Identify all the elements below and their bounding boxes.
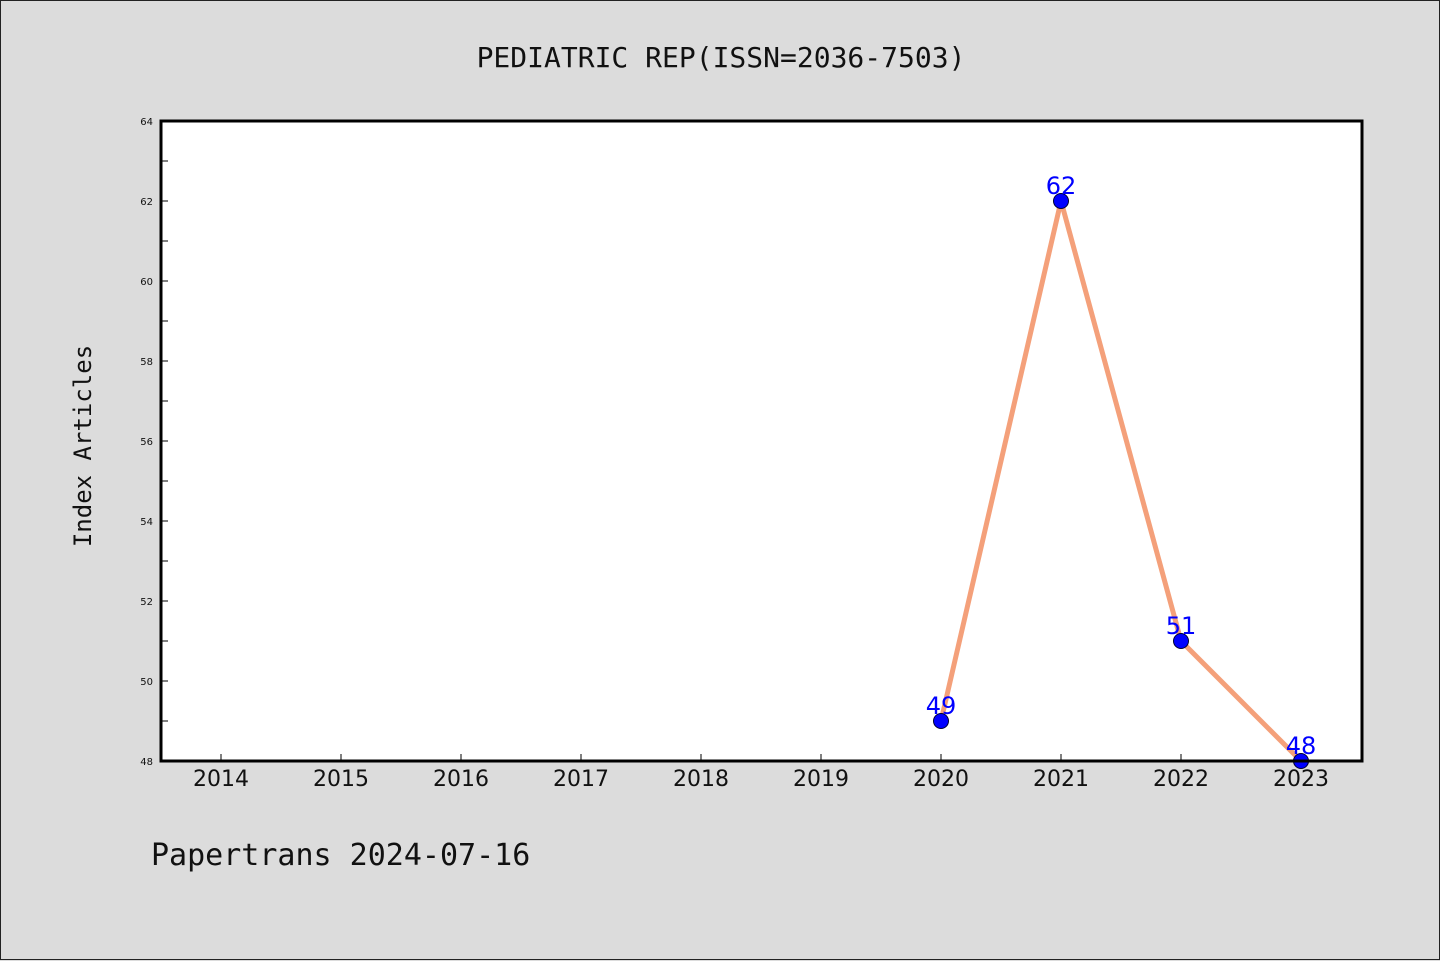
x-tick-label: 2022 (1153, 767, 1209, 792)
x-tick-label: 2016 (433, 767, 489, 792)
data-label: 51 (1166, 612, 1197, 640)
x-tick-label: 2021 (1033, 767, 1089, 792)
y-tick-label: 54 (140, 517, 153, 528)
x-axis-ticks: 2014 2015 2016 2017 2018 2019 2020 2021 2022 2023 (193, 754, 1329, 792)
y-tick-label: 62 (140, 197, 153, 208)
data-label: 48 (1286, 732, 1317, 760)
x-tick-label: 2015 (313, 767, 369, 792)
plot-area (161, 121, 1362, 761)
x-tick-label: 2020 (913, 767, 969, 792)
footer-text: Papertrans 2024-07-16 (151, 838, 530, 873)
y-tick-label: 64 (140, 117, 153, 128)
series-group: 49 62 51 48 (926, 172, 1317, 769)
x-tick-label: 2014 (193, 767, 249, 792)
plot-frame (159, 119, 1364, 763)
y-tick-label: 56 (140, 437, 153, 448)
x-tick-label: 2018 (673, 767, 729, 792)
y-axis-ticks: 48 50 52 54 56 58 60 62 64 (140, 117, 168, 768)
data-point-marker (933, 713, 949, 729)
data-point-marker (1173, 633, 1189, 649)
y-tick-label: 50 (140, 677, 153, 688)
x-tick-label: 2017 (553, 767, 609, 792)
series-line (938, 198, 1304, 764)
data-point-marker (1053, 193, 1069, 209)
data-label: 62 (1046, 172, 1077, 200)
chart-title: PEDIATRIC REP(ISSN=2036-7503) (477, 41, 966, 74)
x-tick-label: 2019 (793, 767, 849, 792)
y-tick-label: 52 (140, 597, 153, 608)
y-tick-label: 48 (140, 757, 153, 768)
x-tick-label: 2023 (1273, 767, 1329, 792)
data-label: 49 (926, 692, 957, 720)
y-tick-label: 60 (140, 277, 153, 288)
y-tick-label: 58 (140, 357, 153, 368)
y-axis-label: Index Articles (69, 345, 97, 547)
